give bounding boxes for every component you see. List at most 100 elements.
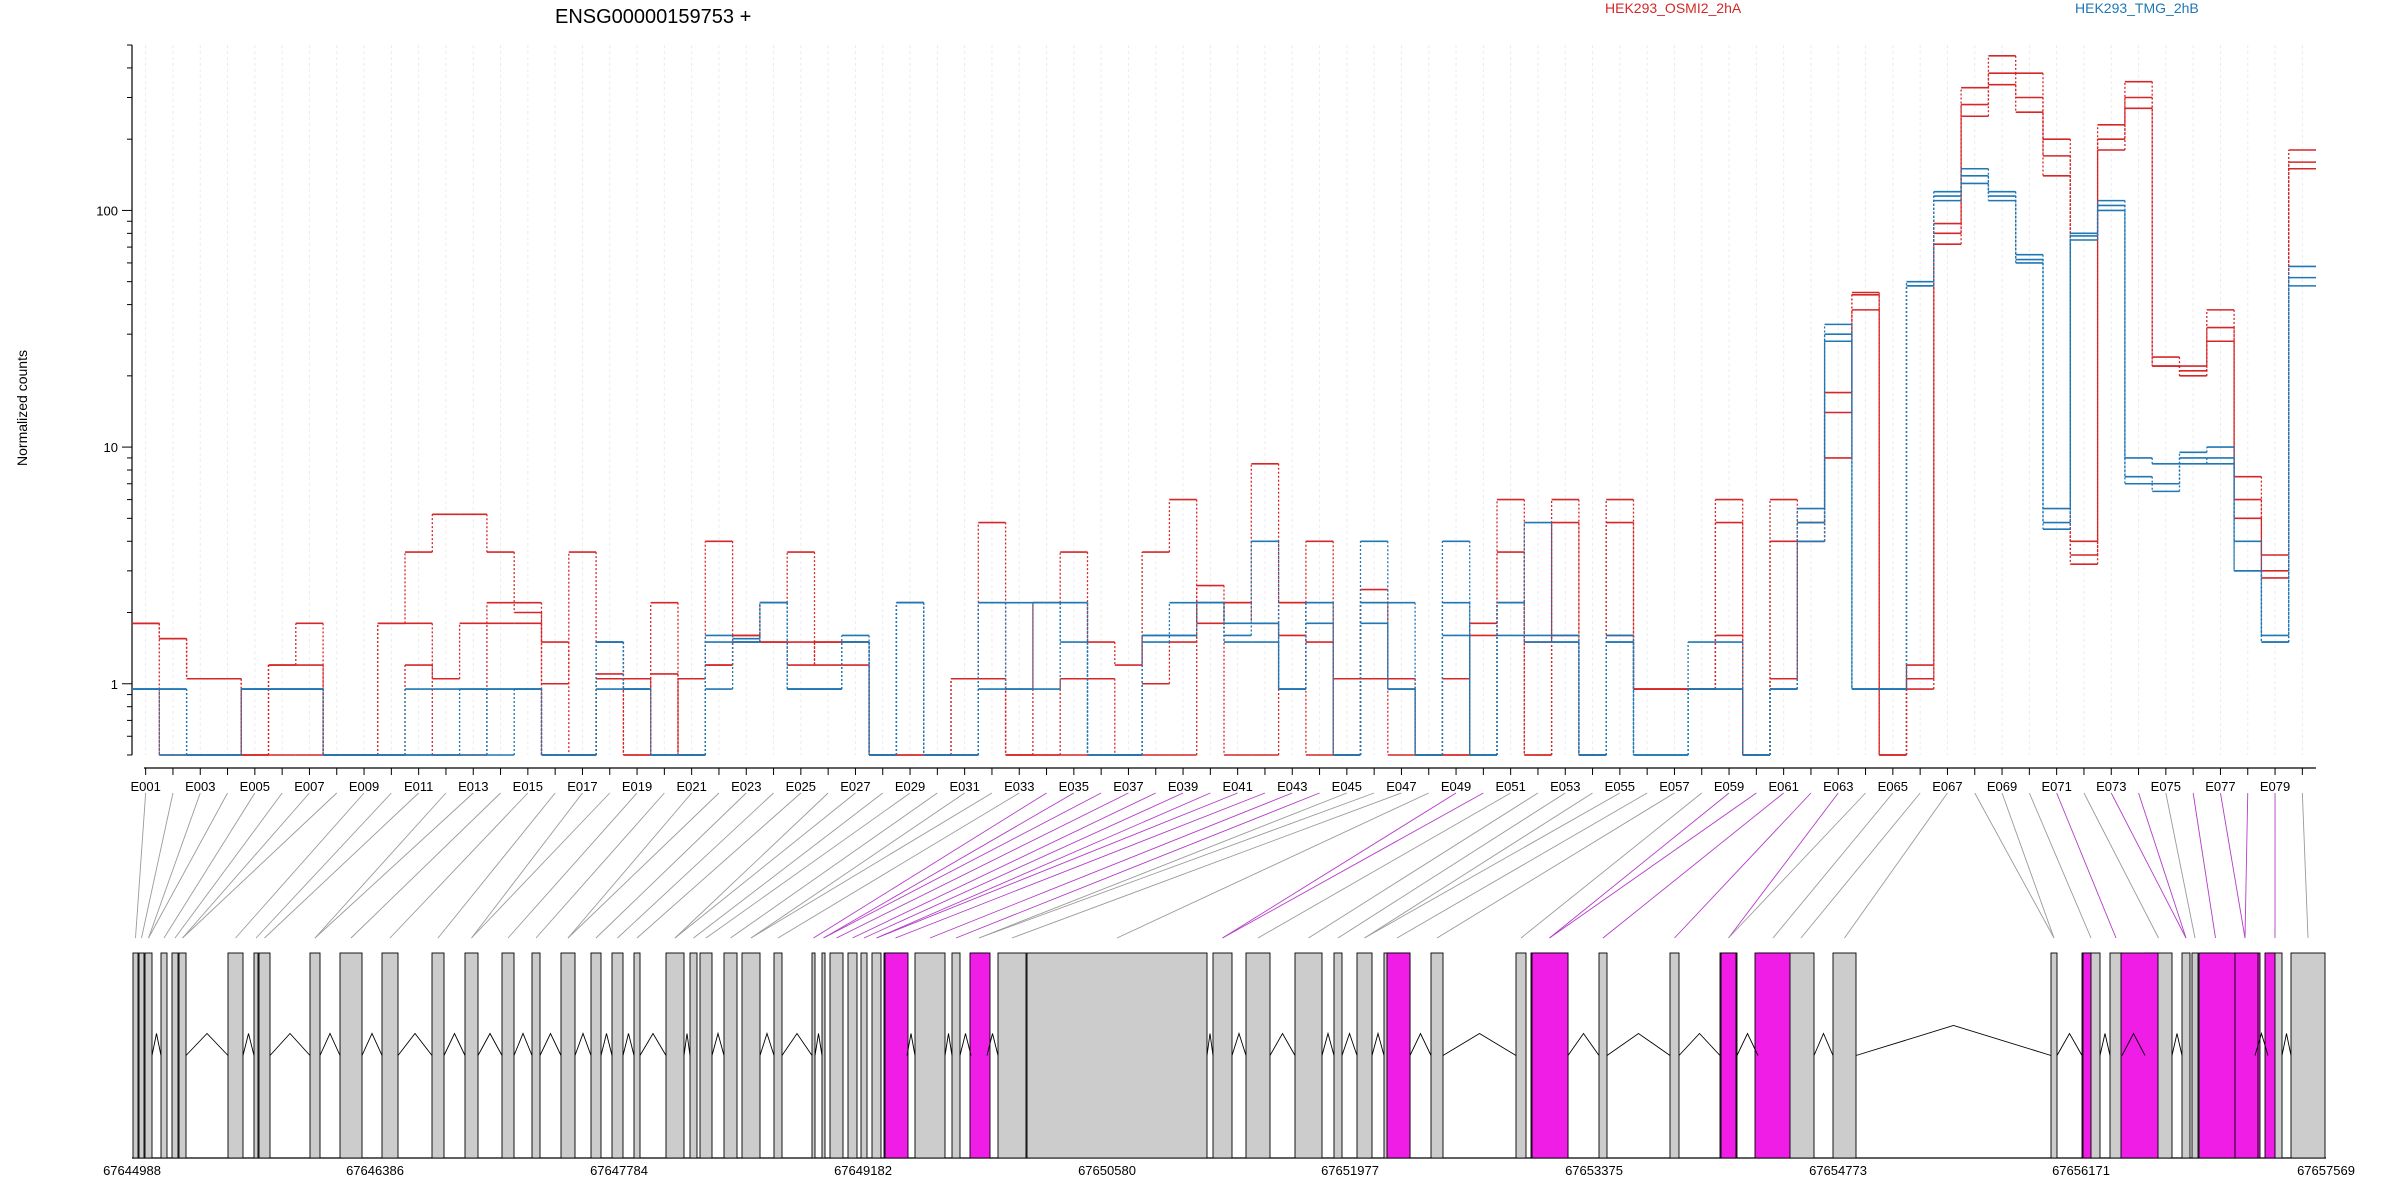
exon-link [567, 792, 692, 939]
intron-line [2281, 1033, 2292, 1056]
exon-link [617, 792, 774, 939]
intron-line [622, 1033, 635, 1056]
exon-box [160, 952, 168, 1159]
intron-line [361, 1032, 383, 1056]
exon-link [148, 792, 201, 939]
exon-label: E033 [1004, 779, 1034, 794]
y-axis: 1 10 100 [96, 44, 133, 756]
intron-line [1341, 1032, 1358, 1056]
exon-label: E021 [676, 779, 706, 794]
exon-link [314, 792, 447, 939]
exon-box-highlighted [1531, 952, 1569, 1159]
exon-link [1257, 792, 1511, 939]
intron-line [242, 1033, 255, 1056]
exon-link [1116, 792, 1429, 939]
exon-box [1832, 952, 1857, 1159]
legend-entry-osmi: HEK293_OSMI2_2hA [1605, 0, 1742, 16]
intron-line [1231, 1032, 1247, 1056]
exon-box [258, 952, 271, 1159]
intron-line [1206, 1033, 1214, 1056]
exon-box [464, 952, 479, 1159]
exon-link [852, 792, 1156, 939]
exon-label: E037 [1113, 779, 1143, 794]
exon-label: E009 [349, 779, 379, 794]
genomic-coordinate: 67646386 [346, 1163, 404, 1178]
exon-link [535, 792, 665, 939]
exon-link [235, 792, 365, 939]
exon-link [2192, 792, 2216, 939]
plot-grid [145, 45, 2303, 755]
exon-box [997, 952, 1027, 1159]
exon-box-highlighted [884, 952, 909, 1159]
exon-link [876, 792, 1211, 939]
exon-label: E043 [1277, 779, 1307, 794]
genomic-coordinate: 67651977 [1321, 1163, 1379, 1178]
exon-link [1974, 792, 2055, 939]
exon-link [1800, 792, 1921, 939]
exon-link [1520, 792, 1703, 939]
exon-link [693, 792, 884, 939]
chart-title: ENSG00000159753 + [555, 6, 751, 28]
intron-line [1567, 1032, 1600, 1056]
exon-link [705, 792, 911, 939]
intron-line [513, 1032, 533, 1056]
intron-line [397, 1032, 433, 1056]
exon-box-highlighted [1386, 952, 1411, 1159]
exon-box [633, 952, 641, 1159]
exon-box [531, 952, 541, 1159]
y-tick-label: 100 [96, 203, 118, 218]
exon-link [2301, 792, 2309, 939]
genomic-coordinate: 67649182 [834, 1163, 892, 1178]
exon-box [138, 952, 145, 1159]
exon-label: E035 [1059, 779, 1089, 794]
exon-link [437, 792, 556, 939]
exon-link [955, 792, 1320, 939]
exon-label: E053 [1550, 779, 1580, 794]
intron-line [319, 1032, 341, 1056]
intron-line [711, 1031, 725, 1056]
exon-box [665, 952, 685, 1159]
exon-link [730, 792, 938, 939]
exon-link [863, 792, 1184, 939]
exon-link [1728, 792, 1866, 939]
exon-box [381, 952, 399, 1159]
exon-link [1011, 792, 1402, 939]
exon-link [163, 792, 256, 939]
exon-box [723, 952, 738, 1159]
intron-line [185, 1032, 229, 1056]
intron-line [1678, 1032, 1721, 1056]
exon-label: E039 [1168, 779, 1198, 794]
intron-line [781, 1032, 813, 1056]
exon-label: E007 [294, 779, 324, 794]
intron-line [477, 1032, 503, 1056]
legend-entry-tmg: HEK293_TMG_2hB [2075, 0, 2199, 16]
exon-box [914, 952, 946, 1159]
genomic-coordinate: 67647784 [590, 1163, 648, 1178]
exon-box [773, 952, 783, 1159]
exon-link [636, 792, 802, 939]
exon-link [813, 792, 1047, 939]
intron-line [639, 1032, 667, 1056]
exon-link [174, 792, 283, 939]
exon-box [860, 952, 868, 1159]
exon-box [689, 952, 698, 1159]
exon-box [1787, 952, 1815, 1159]
exon-box-highlighted [2120, 952, 2159, 1159]
exon-box [829, 952, 844, 1159]
intron-line [959, 1033, 972, 1056]
y-tick-label: 10 [104, 440, 118, 455]
exon-label: E073 [2096, 779, 2126, 794]
series-6 [132, 175, 2316, 756]
exon-box [253, 952, 259, 1159]
exon-link [2083, 792, 2159, 939]
exon-link [595, 792, 747, 939]
exon-label: E059 [1714, 779, 1744, 794]
exon-label: E045 [1332, 779, 1362, 794]
exon-link [264, 792, 419, 939]
exon-link [750, 792, 993, 939]
exon-label: E013 [458, 779, 488, 794]
exon-label: E055 [1605, 779, 1635, 794]
intron-line [814, 1033, 823, 1056]
exon-label: E015 [513, 779, 543, 794]
intron-line [2254, 1031, 2269, 1056]
